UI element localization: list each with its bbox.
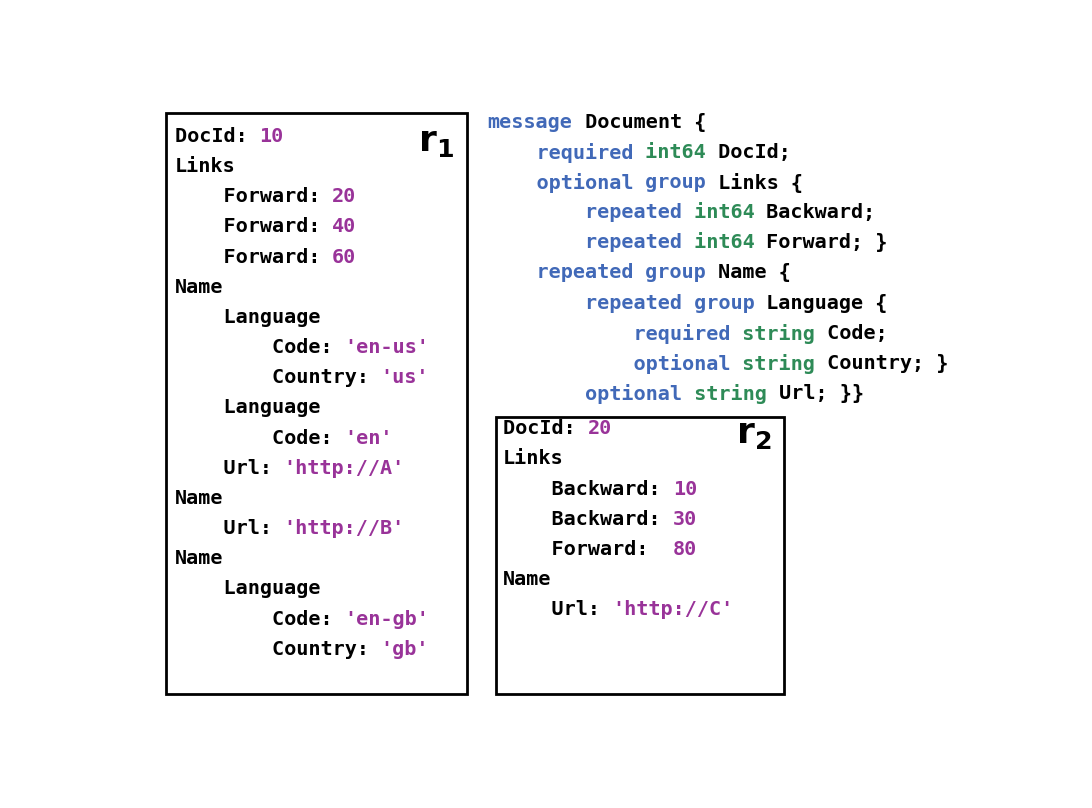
Text: $\mathbf{r_1}$: $\mathbf{r_1}$ xyxy=(418,125,454,159)
Text: Language {: Language { xyxy=(755,293,888,313)
Text: int64: int64 xyxy=(681,234,755,252)
Text: Name: Name xyxy=(503,570,551,589)
Text: 'en-gb': 'en-gb' xyxy=(344,609,429,629)
Text: DocId:: DocId: xyxy=(175,127,260,145)
Text: 'http://B': 'http://B' xyxy=(284,519,405,538)
Text: Backward:: Backward: xyxy=(503,510,673,528)
Text: Language: Language xyxy=(175,398,320,418)
Text: Forward:: Forward: xyxy=(175,187,332,206)
Text: int64: int64 xyxy=(681,203,755,222)
Bar xyxy=(496,418,784,694)
Text: Backward;: Backward; xyxy=(755,203,876,222)
Text: 'http://A': 'http://A' xyxy=(284,459,405,478)
Text: group: group xyxy=(681,293,755,313)
Text: Name: Name xyxy=(175,549,223,568)
Text: optional: optional xyxy=(488,354,731,374)
Text: repeated: repeated xyxy=(488,293,681,313)
Text: Links: Links xyxy=(175,157,235,176)
Text: $\mathbf{r_2}$: $\mathbf{r_2}$ xyxy=(736,418,771,452)
Text: 20: 20 xyxy=(332,187,356,206)
Text: Forward; }: Forward; } xyxy=(755,234,888,252)
Text: string: string xyxy=(731,324,815,343)
Text: Url:: Url: xyxy=(503,600,613,619)
Text: 80: 80 xyxy=(673,540,697,559)
Text: 10: 10 xyxy=(673,480,697,499)
Text: Code:: Code: xyxy=(175,428,344,448)
Text: Name: Name xyxy=(175,278,223,297)
Text: 'us': 'us' xyxy=(381,368,429,387)
Text: 30: 30 xyxy=(673,510,697,528)
Text: 60: 60 xyxy=(332,247,356,267)
Text: Code;: Code; xyxy=(815,324,888,343)
Text: Language: Language xyxy=(175,579,320,599)
Text: repeated: repeated xyxy=(488,234,681,252)
Text: 'en': 'en' xyxy=(344,428,393,448)
Text: repeated: repeated xyxy=(488,263,633,282)
Text: DocId;: DocId; xyxy=(705,143,791,162)
Text: Country; }: Country; } xyxy=(815,354,949,373)
Text: optional: optional xyxy=(488,173,633,193)
Text: 40: 40 xyxy=(332,217,356,237)
Text: 10: 10 xyxy=(260,127,284,145)
Text: Url:: Url: xyxy=(175,459,284,478)
Text: string: string xyxy=(681,384,767,404)
Bar xyxy=(166,112,466,694)
Text: 'en-us': 'en-us' xyxy=(344,338,429,357)
Text: message: message xyxy=(488,112,572,132)
Text: optional: optional xyxy=(488,384,681,404)
Text: Links: Links xyxy=(503,449,563,469)
Text: Name {: Name { xyxy=(705,263,791,282)
Text: required: required xyxy=(488,143,633,162)
Text: 'gb': 'gb' xyxy=(381,640,429,659)
Text: required: required xyxy=(488,324,731,343)
Text: group: group xyxy=(633,263,705,282)
Text: Forward:: Forward: xyxy=(503,540,673,559)
Text: Code:: Code: xyxy=(175,609,344,629)
Text: Name: Name xyxy=(175,489,223,508)
Text: Url:: Url: xyxy=(175,519,284,538)
Text: Url; }}: Url; }} xyxy=(767,384,864,403)
Text: DocId:: DocId: xyxy=(503,419,587,438)
Text: Document {: Document { xyxy=(572,112,705,132)
Text: Language: Language xyxy=(175,308,320,327)
Text: Country:: Country: xyxy=(175,640,381,659)
Text: Backward:: Backward: xyxy=(503,480,673,499)
Text: 20: 20 xyxy=(587,419,613,438)
Text: Links {: Links { xyxy=(705,173,803,193)
Text: int64: int64 xyxy=(633,143,705,162)
Text: Code:: Code: xyxy=(175,338,344,357)
Text: Country:: Country: xyxy=(175,368,381,387)
Text: repeated: repeated xyxy=(488,203,681,222)
Text: group: group xyxy=(633,173,705,191)
Text: string: string xyxy=(731,354,815,374)
Text: Forward:: Forward: xyxy=(175,247,332,267)
Text: 'http://C': 'http://C' xyxy=(613,600,734,619)
Text: Forward:: Forward: xyxy=(175,217,332,237)
